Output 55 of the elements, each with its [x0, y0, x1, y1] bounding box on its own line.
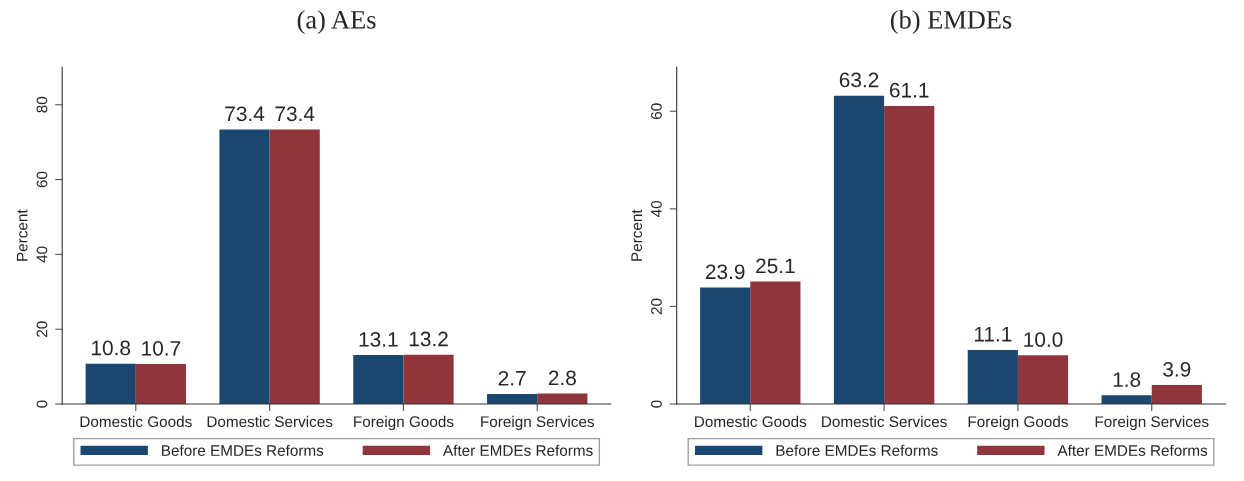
y-tick-label: 60 — [651, 103, 662, 119]
bar — [700, 287, 751, 405]
bar — [833, 95, 885, 405]
data-label: 25.1 — [756, 258, 795, 274]
bar — [353, 355, 404, 405]
data-label: 10.0 — [1024, 332, 1063, 347]
legend-label: Before EMDEs Reforms — [162, 444, 324, 456]
y-tick-label: 40 — [36, 246, 48, 263]
x-tick-label: Domestic Goods — [695, 415, 807, 428]
bar — [1017, 355, 1069, 405]
data-label: 13.1 — [359, 331, 398, 347]
y-tick-label: 0 — [651, 400, 662, 408]
bar — [135, 364, 186, 405]
y-axis-title: Percent — [631, 209, 643, 261]
bar — [403, 354, 454, 405]
bar — [1101, 395, 1152, 405]
data-label: 10.7 — [142, 340, 181, 356]
y-tick-label: 80 — [36, 96, 48, 113]
y-tick-label: 0 — [36, 400, 48, 408]
legend-label: After EMDEs Reforms — [443, 444, 593, 456]
y-tick-label: 60 — [36, 171, 48, 188]
bar — [219, 129, 270, 405]
bar — [884, 105, 935, 405]
legend-label: After EMDEs Reforms — [1057, 444, 1208, 456]
bar — [967, 349, 1018, 405]
x-tick-label: Domestic Services — [207, 415, 333, 428]
y-axis-title: Percent — [16, 209, 28, 261]
chart-title: (b) EMDEs — [890, 10, 1012, 35]
data-label: 61.1 — [889, 82, 929, 98]
data-label: 2.7 — [498, 370, 526, 386]
x-tick-label: Foreign Goods — [354, 415, 454, 431]
data-label: 63.2 — [839, 72, 879, 88]
y-tick-label: 20 — [651, 298, 662, 315]
data-label: 11.1 — [974, 327, 1012, 342]
data-label: 1.8 — [1113, 372, 1141, 387]
bar — [85, 363, 136, 405]
y-tick-label: 20 — [36, 321, 48, 337]
bar — [1151, 385, 1202, 405]
x-tick-label: Foreign Services — [1095, 415, 1209, 431]
bar — [269, 129, 320, 405]
data-label: 73.4 — [225, 106, 265, 122]
chart-title: (a) AEs — [297, 10, 376, 35]
x-tick-label: Domestic Services — [822, 415, 947, 428]
y-tick-label: 40 — [651, 200, 662, 217]
data-label: 23.9 — [705, 264, 745, 280]
data-label: 2.8 — [548, 370, 576, 386]
x-tick-label: Domestic Goods — [80, 415, 192, 428]
bar — [750, 281, 801, 405]
data-label: 3.9 — [1163, 361, 1191, 377]
data-label: 73.4 — [275, 106, 315, 122]
x-tick-label: Foreign Goods — [968, 415, 1068, 431]
x-tick-label: Foreign Services — [481, 415, 595, 431]
legend-label: Before EMDEs Reforms — [776, 444, 938, 456]
data-label: 13.2 — [409, 331, 448, 347]
data-label: 10.8 — [92, 340, 131, 356]
